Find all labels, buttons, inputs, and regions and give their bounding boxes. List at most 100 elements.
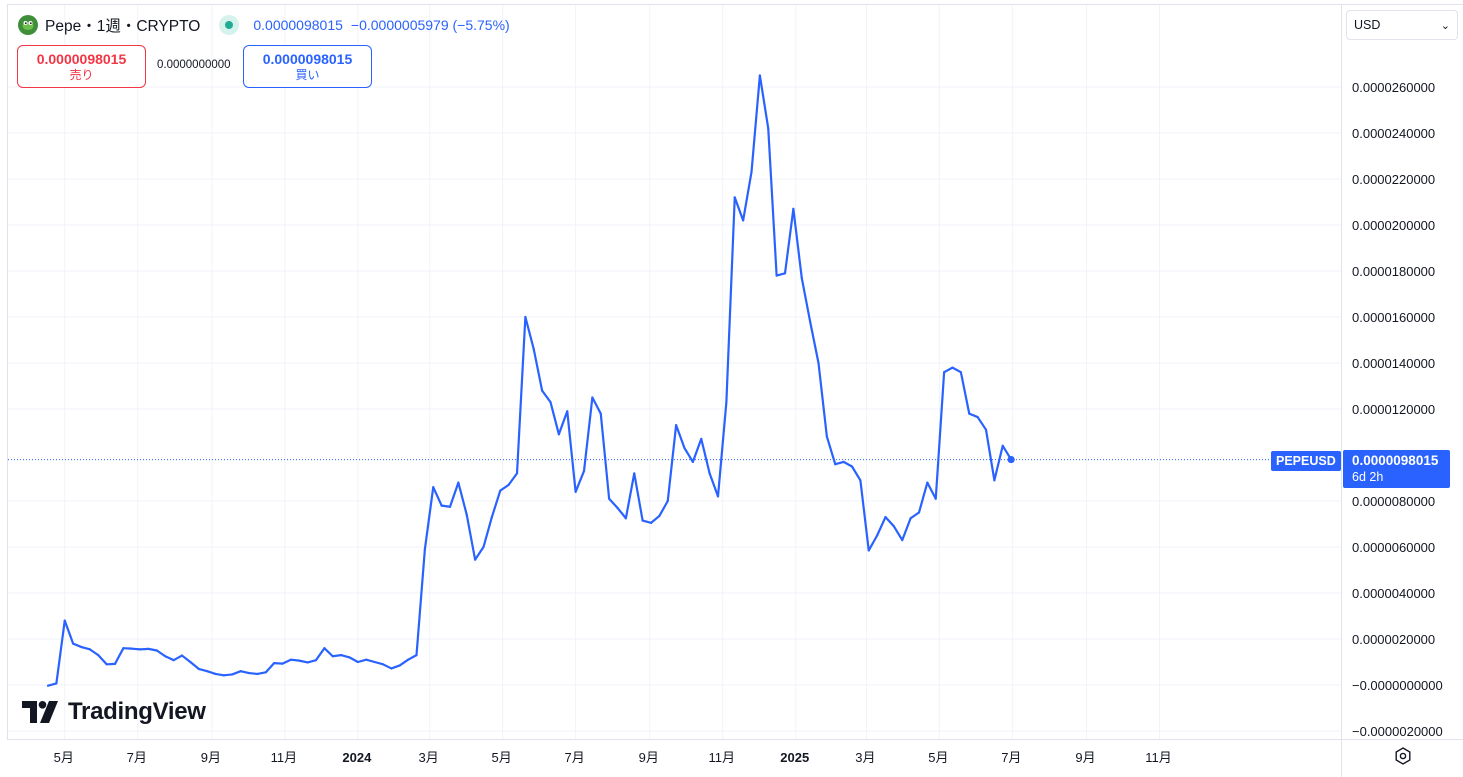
series-segment bbox=[331, 653, 343, 658]
series-segment bbox=[113, 647, 125, 665]
series-segment bbox=[968, 412, 979, 419]
tradingview-logo[interactable]: TradingView bbox=[22, 698, 206, 726]
series-segment bbox=[499, 483, 510, 492]
y-tick-label: −0.0000020000 bbox=[1352, 724, 1443, 739]
series-segment bbox=[750, 74, 761, 174]
series-segment bbox=[934, 371, 946, 500]
symbol-legend[interactable]: Pepe・1週・CRYPTO 0.0000098015 −0.000000597… bbox=[18, 14, 510, 36]
series-segment bbox=[390, 664, 401, 670]
series-segment bbox=[97, 653, 108, 666]
series-segment bbox=[164, 655, 175, 662]
y-tick-label: 0.0000140000 bbox=[1352, 356, 1435, 371]
series-segment bbox=[524, 315, 535, 351]
series-segment bbox=[892, 525, 904, 542]
series-segment bbox=[155, 649, 167, 658]
x-tick-label: 7月 bbox=[127, 750, 147, 765]
x-tick-label: 7月 bbox=[565, 750, 585, 765]
currency-select[interactable]: USD ⌄ bbox=[1346, 10, 1458, 40]
plot-area[interactable] bbox=[8, 5, 1341, 739]
series-segment bbox=[348, 656, 359, 664]
frog-logo-icon bbox=[18, 15, 38, 35]
legend-last-price: 0.0000098015 bbox=[253, 17, 343, 33]
sell-price: 0.0000098015 bbox=[36, 51, 127, 67]
buy-label: 買い bbox=[295, 68, 320, 82]
y-tick-label: 0.0000020000 bbox=[1352, 632, 1435, 647]
series-segment bbox=[783, 207, 795, 275]
series-segment bbox=[281, 658, 292, 665]
series-segment bbox=[599, 412, 611, 500]
series-segment bbox=[457, 481, 468, 516]
chart-pane[interactable] bbox=[7, 4, 1341, 739]
y-tick-label: 0.0000080000 bbox=[1352, 494, 1435, 509]
series-segment bbox=[616, 506, 627, 520]
series-segment bbox=[323, 647, 334, 658]
series-segment bbox=[264, 662, 276, 674]
series-segment bbox=[725, 196, 736, 404]
series-segment bbox=[767, 127, 778, 277]
series-name-tag: PEPEUSD bbox=[1271, 451, 1341, 471]
series-segment bbox=[608, 497, 619, 509]
series-segment bbox=[666, 424, 678, 503]
series-segment bbox=[993, 444, 1004, 482]
y-tick-label: 0.0000200000 bbox=[1352, 218, 1435, 233]
series-segment bbox=[398, 658, 410, 667]
series-segment bbox=[356, 658, 368, 664]
series-segment bbox=[976, 415, 988, 431]
x-tick-label: 9月 bbox=[201, 750, 221, 765]
series-segment bbox=[809, 320, 820, 365]
price-scale[interactable]: 0.0000260000 0.0000240000 0.0000220000 0.00… bbox=[1341, 4, 1463, 739]
series-segment bbox=[984, 428, 996, 482]
series-segment bbox=[222, 673, 234, 677]
x-tick-label: 11月 bbox=[271, 750, 298, 765]
x-tick-label: 7月 bbox=[1001, 750, 1021, 765]
symbol-title[interactable]: Pepe・1週・CRYPTO bbox=[45, 18, 201, 35]
series-segment bbox=[566, 410, 577, 493]
status-dot bbox=[225, 21, 234, 29]
time-scale[interactable]: 5月 7月 9月 11月 2024 3月 5月 7月 9月 11月 2025 3月 5月 7月 9月 11月 bbox=[7, 739, 1341, 777]
buy-price: 0.0000098015 bbox=[262, 51, 353, 67]
series-segment bbox=[675, 424, 686, 450]
y-tick-label: 0.0000180000 bbox=[1352, 264, 1435, 279]
series-segment bbox=[80, 645, 91, 651]
x-tick-label: 9月 bbox=[1075, 750, 1095, 765]
series-segment bbox=[733, 196, 745, 222]
series-segment bbox=[306, 659, 318, 664]
buy-button[interactable]: 0.0000098015 買い bbox=[243, 45, 372, 88]
series-segment bbox=[239, 670, 251, 675]
series-segment bbox=[541, 389, 552, 404]
bar-countdown: 6d 2h bbox=[1352, 470, 1384, 484]
x-tick-label: 3月 bbox=[419, 750, 439, 765]
series-segment bbox=[231, 670, 242, 676]
series-segment bbox=[373, 660, 385, 666]
series-segment bbox=[825, 435, 837, 466]
series-segment bbox=[901, 517, 912, 542]
sell-button[interactable]: 0.0000098015 売り bbox=[17, 45, 146, 88]
y-tick-label: 0.0000160000 bbox=[1352, 310, 1435, 325]
series-segment bbox=[742, 171, 753, 222]
series-line bbox=[46, 74, 1013, 687]
tradingview-mark-icon bbox=[22, 701, 58, 723]
sell-label: 売り bbox=[69, 68, 94, 82]
series-segment bbox=[775, 272, 787, 277]
series-segment bbox=[884, 515, 895, 528]
series-segment bbox=[917, 481, 929, 514]
market-open-dot-icon[interactable] bbox=[219, 15, 240, 35]
series-segment bbox=[314, 647, 326, 662]
series-segment bbox=[943, 366, 954, 374]
series-segment bbox=[574, 470, 586, 493]
series-segment bbox=[959, 371, 971, 415]
legend-change: −0.0000005979 (−5.75%) bbox=[350, 17, 510, 33]
y-tick-label: 0.0000260000 bbox=[1352, 80, 1435, 95]
y-tick-label: −0.0000000000 bbox=[1352, 678, 1443, 693]
series-segment bbox=[557, 410, 569, 436]
series-segment bbox=[298, 659, 309, 664]
series-segment bbox=[172, 654, 184, 662]
gear-icon[interactable] bbox=[1393, 746, 1413, 766]
series-segment bbox=[876, 515, 887, 537]
series-segment bbox=[247, 671, 259, 676]
series-segment bbox=[867, 534, 879, 552]
series-segment bbox=[649, 514, 661, 524]
series-segment bbox=[926, 481, 937, 500]
x-tick-label: 3月 bbox=[855, 750, 875, 765]
series-segment bbox=[591, 396, 602, 415]
